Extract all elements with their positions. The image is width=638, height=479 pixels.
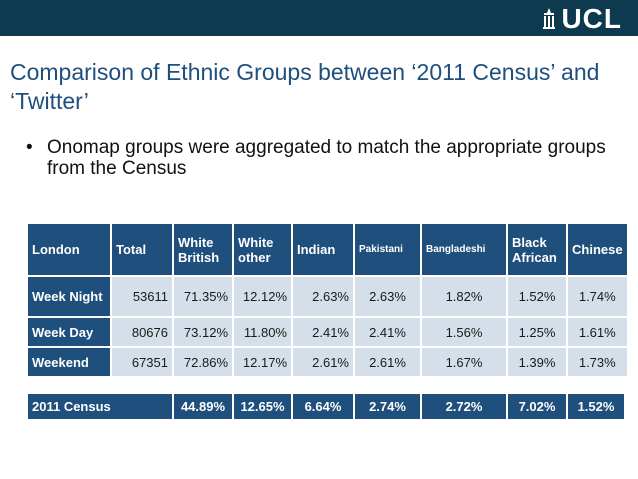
- census-label: 2011 Census: [28, 394, 172, 419]
- header-cell-white-other: White other: [234, 224, 291, 275]
- table-row: Weekend 67351 72.86% 12.17% 2.61% 2.61% …: [28, 348, 627, 376]
- census-cell: 44.89%: [174, 394, 232, 419]
- header-cell-white-british: White British: [174, 224, 232, 275]
- row-label: Weekend: [28, 348, 110, 376]
- row-label: Week Night: [28, 277, 110, 316]
- header-cell-bangladeshi: Bangladeshi: [422, 224, 506, 275]
- table-cell: 12.17%: [234, 348, 291, 376]
- table-cell: 11.80%: [234, 318, 291, 346]
- census-cell: 2.72%: [422, 394, 506, 419]
- portico-icon: [543, 8, 556, 29]
- header-cell-london: London: [28, 224, 110, 275]
- ethnic-groups-table: London Total White British White other I…: [26, 222, 629, 378]
- census-table: 2011 Census 44.89% 12.65% 6.64% 2.74% 2.…: [26, 392, 626, 421]
- table-header-row: London Total White British White other I…: [28, 224, 627, 275]
- bullet-symbol: •: [26, 137, 33, 158]
- table-cell: 53611: [112, 277, 172, 316]
- table-cell: 1.61%: [568, 318, 627, 346]
- header-cell-chinese: Chinese: [568, 224, 627, 275]
- table-cell: 12.12%: [234, 277, 291, 316]
- table-cell: 2.41%: [355, 318, 420, 346]
- table-cell: 67351: [112, 348, 172, 376]
- bullet-text: Onomap groups were aggregated to match t…: [47, 137, 606, 179]
- top-banner: UCL: [0, 0, 638, 36]
- census-cell: 1.52%: [568, 394, 624, 419]
- header-cell-black-african: Black African: [508, 224, 566, 275]
- header-cell-pakistani: Pakistani: [355, 224, 420, 275]
- header-cell-indian: Indian: [293, 224, 353, 275]
- table-cell: 72.86%: [174, 348, 232, 376]
- table-cell: 1.73%: [568, 348, 627, 376]
- table-cell: 2.63%: [355, 277, 420, 316]
- table-cell: 1.74%: [568, 277, 627, 316]
- census-cell: 7.02%: [508, 394, 566, 419]
- table-cell: 2.63%: [293, 277, 353, 316]
- table-cell: 71.35%: [174, 277, 232, 316]
- census-cell: 6.64%: [293, 394, 353, 419]
- row-label: Week Day: [28, 318, 110, 346]
- table-cell: 1.67%: [422, 348, 506, 376]
- table-cell: 2.61%: [293, 348, 353, 376]
- table-cell: 1.56%: [422, 318, 506, 346]
- table-cell: 80676: [112, 318, 172, 346]
- table-row: Week Night 53611 71.35% 12.12% 2.63% 2.6…: [28, 277, 627, 316]
- header-cell-total: Total: [112, 224, 172, 275]
- table-cell: 73.12%: [174, 318, 232, 346]
- ucl-logo: UCL: [541, 5, 622, 33]
- table-row: Week Day 80676 73.12% 11.80% 2.41% 2.41%…: [28, 318, 627, 346]
- table-cell: 1.82%: [422, 277, 506, 316]
- census-row: 2011 Census 44.89% 12.65% 6.64% 2.74% 2.…: [28, 394, 624, 419]
- logo-text: UCL: [561, 3, 622, 34]
- table-cell: 1.25%: [508, 318, 566, 346]
- table-cell: 2.61%: [355, 348, 420, 376]
- table-cell: 1.39%: [508, 348, 566, 376]
- table-cell: 2.41%: [293, 318, 353, 346]
- slide-title: Comparison of Ethnic Groups between ‘201…: [10, 59, 600, 114]
- table-cell: 1.52%: [508, 277, 566, 316]
- census-cell: 2.74%: [355, 394, 420, 419]
- census-cell: 12.65%: [234, 394, 291, 419]
